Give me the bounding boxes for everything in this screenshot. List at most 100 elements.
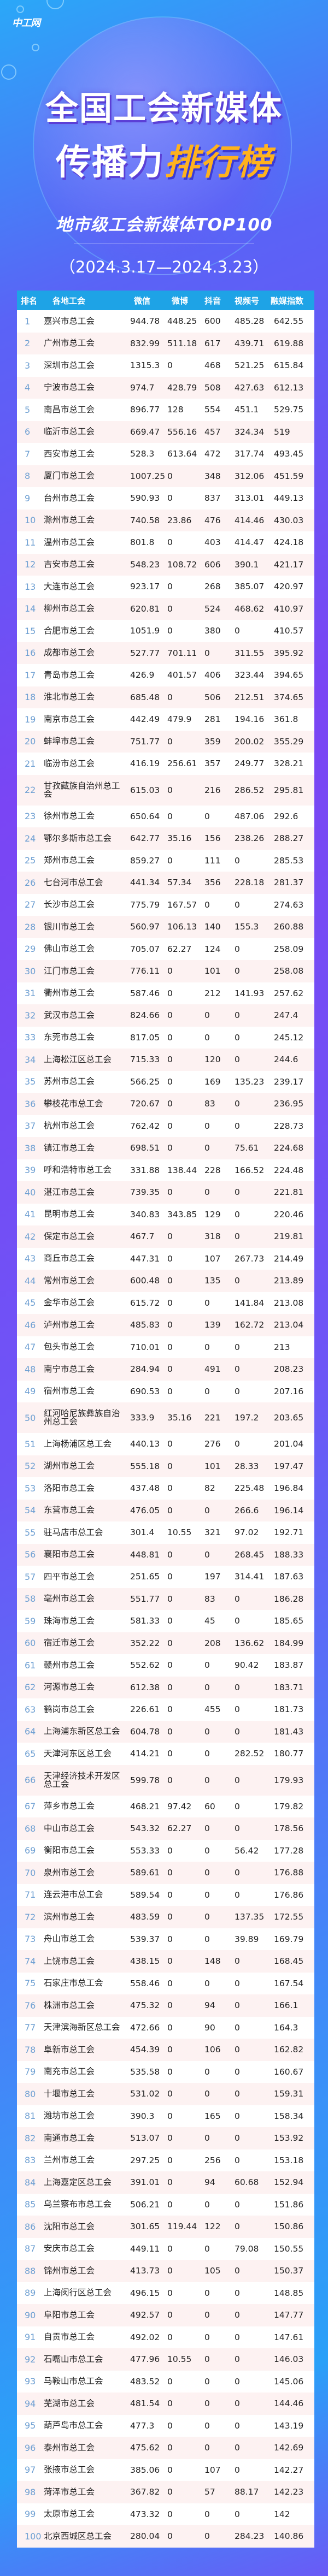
cell-weibo: 0 — [167, 1483, 173, 1494]
cell-channels: 0 — [235, 1010, 240, 1021]
cell-channels: 97.02 — [235, 1527, 259, 1538]
cell-wechat: 340.83 — [130, 1209, 160, 1219]
cell-union-name: 驻马店市总工会 — [44, 1527, 103, 1537]
cell-index: 143.19 — [274, 2420, 304, 2431]
cell-rank: 64 — [25, 1726, 36, 1737]
cell-union-name: 十堰市总工会 — [44, 2088, 95, 2099]
cell-union-name: 杭州市总工会 — [44, 1121, 95, 1131]
cell-weibo: 0 — [167, 1187, 173, 1198]
cell-wechat: 331.88 — [130, 1165, 160, 1175]
cell-index: 167.54 — [274, 1978, 304, 1988]
table-row: 61 赣州市总工会 552.62 0 0 90.42 183.87 — [17, 1654, 314, 1677]
column-header-union: 各地工会 — [52, 295, 86, 306]
cell-weibo: 0 — [167, 1845, 173, 1856]
cell-weibo: 0 — [167, 811, 173, 821]
table-row: 74 上饶市总工会 438.15 0 148 0 168.45 — [17, 1950, 314, 1973]
cell-channels: 286.52 — [235, 785, 265, 795]
cell-wechat: 437.48 — [130, 1483, 160, 1494]
cell-channels: 0 — [235, 2354, 240, 2365]
cell-channels: 75.61 — [235, 1143, 259, 1153]
cell-union-name: 徐州市总工会 — [44, 811, 95, 821]
table-row: 19 南京市总工会 442.49 479.9 281 194.16 361.8 — [17, 708, 314, 731]
cell-wechat: 447.31 — [130, 1253, 160, 1264]
cell-union-name: 苏州市总工会 — [44, 1076, 95, 1087]
table-row: 50 红河哈尼族彝族自治州总工会 333.9 35.16 221 197.2 203.65 — [17, 1402, 314, 1433]
cell-index: 186.28 — [274, 1594, 304, 1604]
cell-weibo: 0 — [167, 2288, 173, 2298]
cell-weibo: 0 — [167, 2022, 173, 2033]
cell-rank: 97 — [25, 2465, 36, 2476]
page-title-line1: 全国工会新媒体 — [45, 90, 283, 128]
cell-index: 169.79 — [274, 1934, 304, 1944]
cell-wechat: 599.78 — [130, 1775, 160, 1785]
cell-wechat: 642.77 — [130, 833, 160, 844]
cell-union-name: 上海浦东新区总工会 — [44, 1726, 120, 1737]
cell-weibo: 0 — [167, 2310, 173, 2320]
cell-channels: 136.62 — [235, 1638, 265, 1648]
cell-rank: 87 — [25, 2243, 36, 2254]
cell-douyin: 0 — [204, 1890, 210, 1900]
cell-wechat: 367.82 — [130, 2487, 160, 2497]
cell-douyin: 0 — [204, 2443, 210, 2453]
cell-rank: 37 — [25, 1121, 36, 1132]
cell-union-name: 天津经济技术开发区总工会 — [44, 1770, 120, 1789]
cell-douyin: 0 — [204, 2531, 210, 2542]
cell-channels: 60.68 — [235, 2177, 259, 2188]
cell-union-name: 东莞市总工会 — [44, 1032, 95, 1043]
cell-rank: 53 — [25, 1483, 36, 1494]
cell-channels: 0 — [235, 2465, 240, 2475]
cell-union-name: 赣州市总工会 — [44, 1660, 95, 1670]
cell-rank: 10 — [25, 515, 36, 526]
cell-union-name: 安庆市总工会 — [44, 2243, 95, 2254]
cell-channels: 0 — [235, 1726, 240, 1737]
cell-douyin: 228 — [204, 1165, 221, 1175]
cell-union-name: 鄂尔多斯市总工会 — [44, 833, 112, 843]
cell-weibo: 0 — [167, 1775, 173, 1785]
cell-wechat: 333.9 — [130, 1413, 155, 1423]
cell-index: 430.03 — [274, 515, 304, 525]
cell-index: 285.53 — [274, 855, 304, 866]
cell-channels: 0 — [235, 1704, 240, 1715]
cell-rank: 54 — [25, 1505, 36, 1516]
cell-union-name: 昆明市总工会 — [44, 1209, 95, 1219]
cell-rank: 17 — [25, 670, 36, 680]
table-row: 63 鹤岗市总工会 226.61 0 455 0 181.73 — [17, 1698, 314, 1721]
cell-union-name: 广州市总工会 — [44, 338, 95, 348]
cell-rank: 3 — [25, 360, 31, 371]
cell-union-name: 临汾市总工会 — [44, 758, 95, 768]
cell-union-name: 马鞍山市总工会 — [44, 2376, 103, 2386]
table-row: 54 东营市总工会 476.05 0 0 266.6 196.14 — [17, 1499, 314, 1521]
cell-wechat: 560.97 — [130, 922, 160, 932]
cell-wechat: 555.18 — [130, 1461, 160, 1471]
cell-weibo: 97.42 — [167, 1801, 192, 1811]
cell-union-name: 连云港市总工会 — [44, 1890, 103, 1900]
cell-douyin: 600 — [204, 316, 221, 327]
cell-rank: 94 — [25, 2398, 36, 2409]
cell-weibo: 0 — [167, 785, 173, 795]
cell-index: 224.68 — [274, 1143, 304, 1153]
cell-channels: 141.84 — [235, 1298, 265, 1308]
cell-channels: 314.41 — [235, 1572, 265, 1582]
table-row: 2 广州市总工会 832.99 511.18 617 439.71 619.88 — [17, 332, 314, 354]
cell-channels: 0 — [235, 899, 240, 910]
cell-wechat: 483.52 — [130, 2376, 160, 2386]
cell-union-name: 蚌埠市总工会 — [44, 736, 95, 747]
table-row: 76 株洲市总工会 475.32 0 94 0 166.1 — [17, 1994, 314, 2017]
cell-douyin: 0 — [204, 2420, 210, 2431]
cell-channels: 0 — [235, 1594, 240, 1604]
cell-wechat: 944.78 — [130, 316, 160, 327]
cell-wechat: 506.21 — [130, 2199, 160, 2210]
cell-weibo: 23.86 — [167, 515, 192, 525]
cell-douyin: 357 — [204, 759, 221, 769]
cell-index: 260.88 — [274, 922, 304, 932]
cell-index: 208.23 — [274, 1364, 304, 1375]
cell-rank: 79 — [25, 2066, 36, 2077]
cell-rank: 13 — [25, 581, 36, 592]
cell-rank: 49 — [25, 1386, 36, 1397]
cell-wechat: 715.33 — [130, 1055, 160, 1065]
cell-douyin: 457 — [204, 427, 221, 437]
table-row: 30 江门市总工会 776.11 0 101 0 258.08 — [17, 960, 314, 982]
cell-weibo: 0 — [167, 603, 173, 614]
cell-index: 449.13 — [274, 493, 304, 504]
cell-index: 374.65 — [274, 692, 304, 702]
